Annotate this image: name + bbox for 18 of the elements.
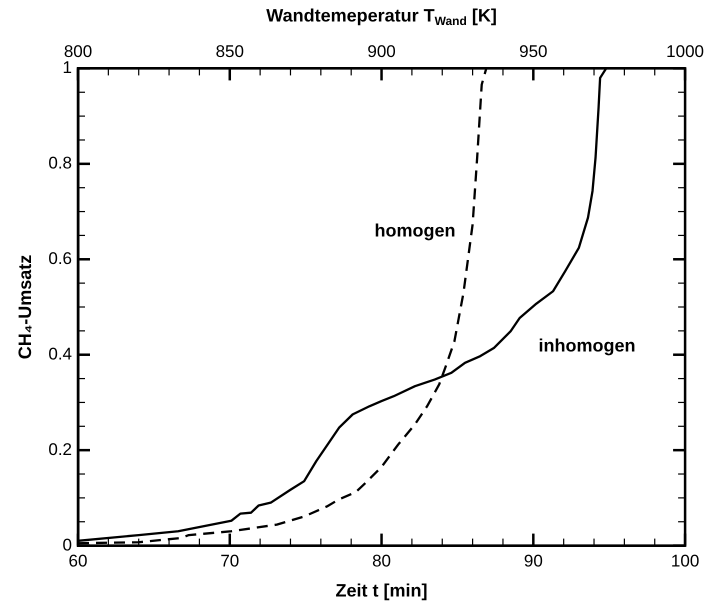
x2-tick-label: 850 — [216, 42, 244, 61]
x-tick-label: 70 — [220, 551, 240, 570]
series-label: homogen — [374, 220, 456, 240]
y-tick-label: 0.8 — [48, 154, 72, 173]
x-tick-label: 90 — [524, 551, 543, 570]
y-axis-title: CH₄-Umsatz — [14, 254, 35, 360]
x2-tick-label: 1000 — [666, 42, 704, 61]
x2-tick-label: 900 — [367, 42, 396, 61]
y-tick-label: 0.4 — [48, 344, 72, 364]
x2-tick-label: 800 — [64, 42, 92, 61]
x2-tick-label: 950 — [519, 42, 548, 61]
x-tick-label: 80 — [372, 551, 392, 570]
y-tick-label: 0.2 — [48, 440, 72, 459]
y-tick-label: 1 — [62, 58, 72, 78]
legend-label: inhomogen — [538, 335, 636, 356]
y-tick-label: 0.6 — [48, 248, 72, 268]
x-tick-label: 100 — [670, 551, 700, 570]
x-axis-title: Zeit t [min] — [336, 580, 428, 601]
